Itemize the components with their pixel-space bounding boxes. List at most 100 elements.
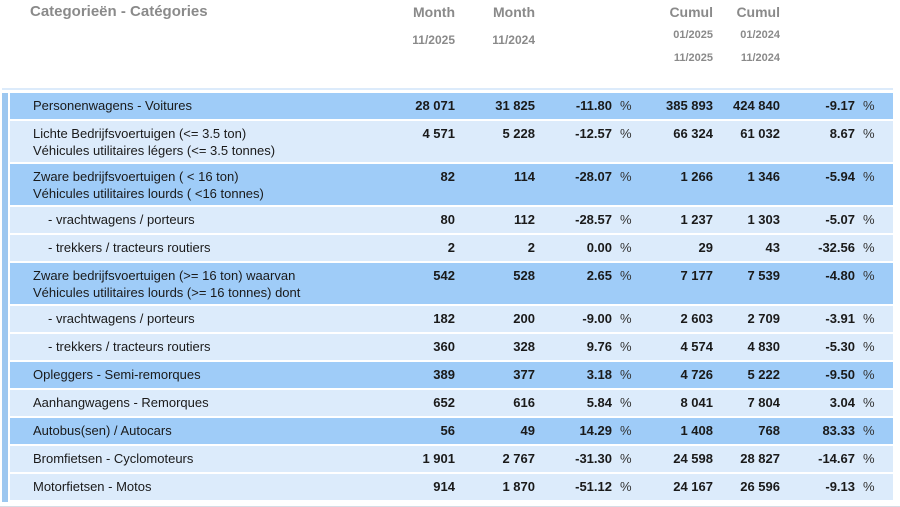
cell-month-previous: 2	[527, 240, 535, 255]
percent-sign: %	[620, 451, 632, 466]
cell-cumul-previous: 7 804	[747, 395, 780, 410]
cell-cumul-previous: 5 222	[747, 367, 780, 382]
cell-cumul-previous: 43	[765, 240, 780, 255]
row-label: Zware bedrijfsvoertuigen ( < 16 ton) Véhi…	[33, 169, 264, 201]
cell-month-current: 542	[433, 268, 455, 283]
cell-month-previous: 5 228	[502, 126, 535, 141]
cell-month-current: 914	[433, 479, 455, 494]
cell-cumul-current: 4 726	[680, 367, 713, 382]
cell-month-change-pct: -28.07	[575, 169, 612, 184]
month-previous-period: 11/2024	[492, 33, 535, 47]
table-row: - trekkers / tracteurs routiers 2 2 0.00% 29…	[10, 235, 893, 261]
cell-month-change-pct: -12.57	[575, 126, 612, 141]
percent-sign: %	[863, 395, 875, 410]
cell-cumul-previous: 2 709	[747, 311, 780, 326]
row-label: Personenwagens - Voitures	[33, 98, 192, 113]
cell-month-previous: 49	[520, 423, 535, 438]
percent-sign: %	[620, 212, 632, 227]
row-label: Bromfietsen - Cyclomoteurs	[33, 451, 194, 466]
cell-month-change-pct: -51.12	[575, 479, 612, 494]
cell-month-change-pct: -28.57	[575, 212, 612, 227]
cell-month-change-pct: -31.30	[575, 451, 612, 466]
cell-cumul-previous: 7 539	[747, 268, 780, 283]
cell-month-current: 182	[433, 311, 455, 326]
month-previous-label: Month	[493, 4, 535, 20]
percent-sign: %	[620, 268, 632, 283]
table-row: Motorfietsen - Motos 914 1 870 -51.12% 24 16…	[10, 474, 893, 500]
page-title: Categorieën - Catégories	[30, 3, 208, 20]
row-label: Motorfietsen - Motos	[33, 479, 152, 494]
cell-cumul-change-pct: -4.80	[825, 268, 855, 283]
cell-cumul-change-pct: -9.17	[825, 98, 855, 113]
percent-sign: %	[863, 169, 875, 184]
percent-sign: %	[620, 169, 632, 184]
cell-month-current: 652	[433, 395, 455, 410]
month-current-period: 11/2025	[412, 33, 455, 47]
cell-month-previous: 616	[513, 395, 535, 410]
data-table: Personenwagens - Voitures 28 071 31 825 -11…	[2, 88, 893, 502]
cell-cumul-change-pct: -32.56	[818, 240, 855, 255]
cell-month-previous: 1 870	[502, 479, 535, 494]
cell-month-current: 82	[440, 169, 455, 184]
percent-sign: %	[620, 395, 632, 410]
cell-month-change-pct: -11.80	[575, 98, 612, 113]
cell-month-change-pct: 14.29	[579, 423, 612, 438]
percent-sign: %	[620, 339, 632, 354]
table-row: Autobus(sen) / Autocars 56 49 14.29% 1 408 76…	[10, 418, 893, 444]
row-label: - trekkers / tracteurs routiers	[48, 339, 211, 354]
cell-month-current: 389	[433, 367, 455, 382]
percent-sign: %	[863, 339, 875, 354]
percent-sign: %	[620, 423, 632, 438]
cell-cumul-previous: 28 827	[740, 451, 780, 466]
cell-cumul-current: 7 177	[680, 268, 713, 283]
row-label: Zware bedrijfsvoertuigen (>= 16 ton) waa…	[33, 268, 301, 300]
row-label: Lichte Bedrijfsvoertuigen (<= 3.5 ton) Vé…	[33, 126, 276, 158]
cell-month-previous: 2 767	[502, 451, 535, 466]
month-current-label: Month	[413, 4, 455, 20]
cell-month-change-pct: -9.00	[582, 311, 612, 326]
cell-cumul-previous: 26 596	[740, 479, 780, 494]
percent-sign: %	[863, 126, 875, 141]
cell-cumul-previous: 1 346	[747, 169, 780, 184]
row-label: - vrachtwagens / porteurs	[48, 311, 195, 326]
table-row: Personenwagens - Voitures 28 071 31 825 -11…	[10, 93, 893, 119]
cell-month-previous: 31 825	[495, 98, 535, 113]
cell-cumul-change-pct: 3.04	[829, 395, 855, 410]
cell-cumul-change-pct: -3.91	[825, 311, 855, 326]
cell-month-current: 1 901	[422, 451, 455, 466]
cell-cumul-current: 8 041	[680, 395, 713, 410]
cell-cumul-change-pct: 83.33	[822, 423, 855, 438]
row-label: Opleggers - Semi-remorques	[33, 367, 201, 382]
cell-month-previous: 528	[513, 268, 535, 283]
cell-month-current: 56	[440, 423, 455, 438]
row-label: Aanhangwagens - Remorques	[33, 395, 209, 410]
row-label: Autobus(sen) / Autocars	[33, 423, 172, 438]
column-header-month-previous: Month 11/2024	[455, 0, 535, 88]
row-label: - trekkers / tracteurs routiers	[48, 240, 211, 255]
cell-month-current: 360	[433, 339, 455, 354]
cell-month-previous: 200	[513, 311, 535, 326]
table-row: - vrachtwagens / porteurs 80 112 -28.57% 1 2…	[10, 207, 893, 233]
cell-month-change-pct: 2.65	[586, 268, 612, 283]
column-header-cumul-previous: Cumul 01/2024 11/2024	[713, 0, 780, 88]
cell-month-current: 28 071	[415, 98, 455, 113]
cell-cumul-change-pct: -5.07	[825, 212, 855, 227]
percent-sign: %	[863, 451, 875, 466]
percent-sign: %	[620, 367, 632, 382]
percent-sign: %	[863, 240, 875, 255]
table-row: Zware bedrijfsvoertuigen (>= 16 ton) waa…	[10, 263, 893, 304]
cumul-previous-label: Cumul	[736, 4, 780, 20]
cell-month-previous: 112	[514, 212, 535, 227]
column-header-cumul-current: Cumul 01/2025 11/2025	[634, 0, 713, 88]
table-left-accent-bar	[2, 93, 8, 502]
cell-month-change-pct: 5.84	[586, 395, 612, 410]
cell-cumul-current: 1 408	[680, 423, 713, 438]
cell-cumul-change-pct: -9.50	[825, 367, 855, 382]
cell-cumul-change-pct: 8.67	[829, 126, 855, 141]
percent-sign: %	[620, 311, 632, 326]
cell-month-change-pct: 3.18	[586, 367, 612, 382]
percent-sign: %	[620, 126, 632, 141]
cell-cumul-current: 1 237	[680, 212, 713, 227]
table-header: Categorieën - Catégories Month 11/2025 M…	[10, 0, 900, 88]
